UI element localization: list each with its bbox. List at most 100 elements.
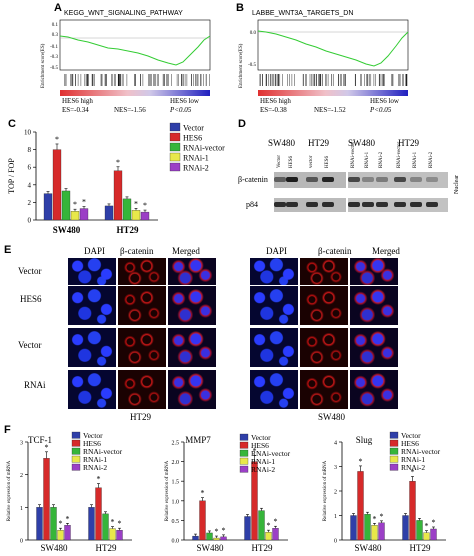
gsea-ylabel-a: Enrichment score(ES) [41,43,46,88]
gsea-rank-bar-b [258,90,408,96]
blot-band-p84 [362,202,374,207]
blot-band-p84 [376,202,388,207]
legend-label: RNAi-vector [83,447,123,456]
blot-band-p84 [274,202,286,207]
legend-swatch [389,431,399,439]
bar [140,211,150,221]
significance-star: * [116,158,120,167]
legend-swatch [389,463,399,471]
y-tick-label: 1 [334,514,337,520]
legend-label: RNAi-1 [401,455,425,464]
if-beta-catenin-image [118,286,166,325]
blot-band-p84 [348,202,360,207]
panel-label-e: E [4,244,12,256]
significance-star: * [267,521,271,530]
y-axis-label: Relative expression of mRNA [323,460,328,521]
category-label: SW480 [41,543,69,553]
significance-star: * [82,198,86,207]
if-merged-image [350,370,398,409]
blot-band-p84 [286,202,298,207]
gsea-right-b: HES6 low [370,97,399,105]
y-tick-label: 6 [28,164,32,172]
bar [70,211,80,221]
if-dapi-image [250,286,298,325]
gsea-curve-a [59,35,211,66]
blot-band-beta-catenin [394,177,406,182]
category-label: HT29 [116,225,139,235]
blot-band-p84 [410,202,422,207]
if-beta-catenin-image [118,328,166,367]
blot-col-2: HT29 [308,138,329,148]
y-tick-label: 1.0 [172,499,180,505]
if-right-col-merged: Merged [372,246,400,256]
blot-band-p84 [394,202,406,207]
panel-label-c: C [8,118,16,130]
legend-label: HES6 [251,441,269,450]
legend-label: RNAi-2 [183,164,209,173]
if-beta-catenin-image [300,328,348,367]
bar [430,528,437,541]
significance-star: * [380,512,384,521]
gsea-title-b: LABBE_WNT3A_TARGETS_DN [252,10,354,17]
bar [79,208,89,221]
y-tick-label: 8 [28,146,32,154]
bar [244,516,251,541]
y-tick-label: 2 [28,199,32,207]
gsea-plot-b: Enrichment score(ES) 0.0 -0.5 [239,19,409,96]
bar [113,170,123,221]
legend-swatch [169,132,181,142]
bar [36,507,43,541]
bar [88,507,95,541]
blot-band-beta-catenin [286,177,298,182]
y-tick-label: 2 [334,490,337,496]
y-tick-label: 0.0 [172,539,180,545]
legend-swatch [169,152,181,162]
blot-band-p84 [322,202,334,207]
bar [371,525,378,541]
bar [122,198,132,221]
bar [95,487,102,541]
blot-band-beta-catenin [348,177,360,182]
bar [213,537,220,541]
legend-swatch [169,162,181,172]
y-tick-label: 3 [20,441,23,447]
blot-lane-label: RNAi-vector [397,142,402,168]
legend-swatch [71,447,81,455]
if-beta-catenin-image [300,370,348,409]
blot-row-beta-catenin: β-catenin [238,175,268,184]
blot-band-beta-catenin [410,177,422,182]
significance-star: * [411,467,415,476]
legend-label: RNAi-2 [83,463,107,472]
significance-star: * [45,443,49,452]
if-beta-catenin-image [118,370,166,409]
legend-label: RNAi-2 [251,465,275,474]
legend-swatch [71,431,81,439]
if-merged-image [168,258,216,285]
chart-title: Slug [356,435,373,445]
if-dapi-image [250,370,298,409]
blot-row-p84: p84 [246,200,258,209]
tick-b-2: -0.5 [248,63,256,68]
if-merged-image [168,370,216,409]
legend-swatch [239,465,249,473]
legend-swatch [239,433,249,441]
bar [416,520,423,541]
bar [102,513,109,541]
significance-star: * [425,522,429,531]
legend-swatch [239,441,249,449]
tick-a-4: -0.3 [50,55,58,60]
category-label: HT29 [410,543,431,553]
category-label: HT29 [252,543,273,553]
tick-a-5: -0.5 [50,66,58,71]
significance-star: * [118,519,122,528]
legend-swatch [389,455,399,463]
legend-label: Vector [183,124,204,133]
y-tick-label: 1.5 [172,480,180,486]
y-tick-label: 10 [24,129,32,137]
significance-star: * [274,517,278,526]
if-cell-left: HT29 [130,412,151,422]
gsea-left-b: HES6 high [260,97,291,105]
y-axis-label: Relative expression of mRNA [7,460,12,521]
if-merged-image [168,286,216,325]
